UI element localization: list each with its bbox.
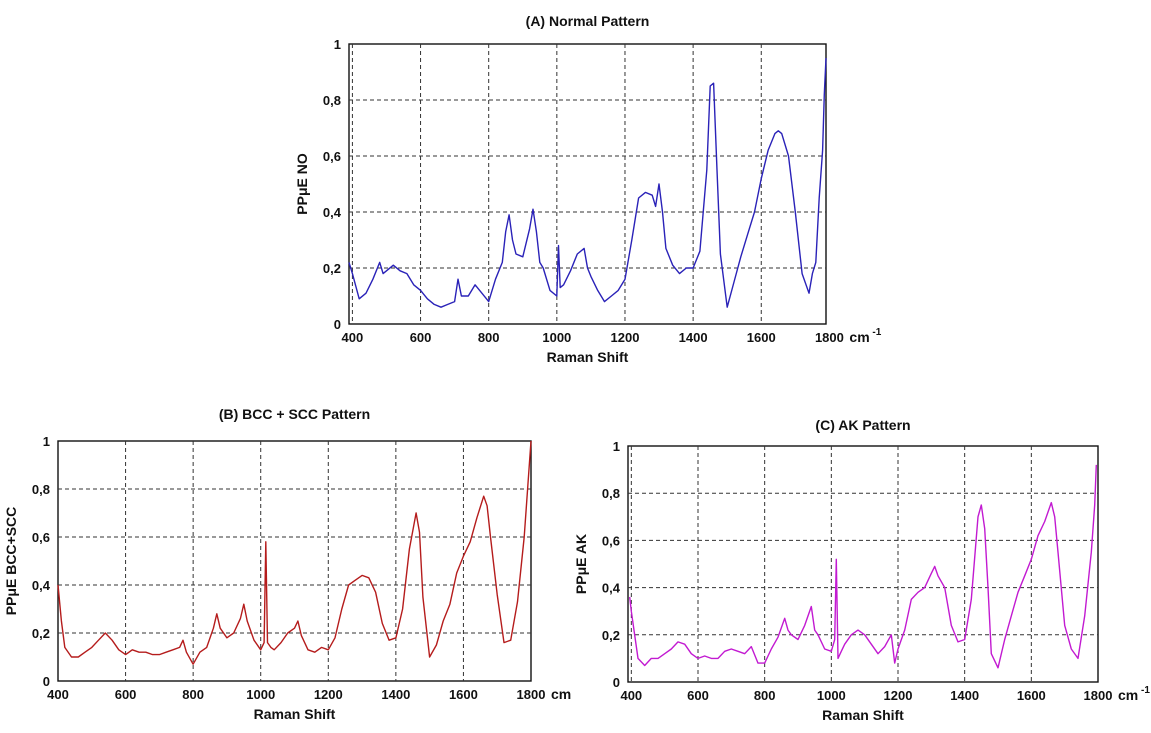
x-tick-label: 400 xyxy=(342,330,364,345)
x-unit-exponent: -1 xyxy=(1141,685,1150,696)
x-unit-label: cm xyxy=(849,329,869,345)
x-unit-label: cm xyxy=(1118,687,1138,703)
x-unit-label: cm xyxy=(551,686,571,702)
x-tick-label: 600 xyxy=(687,688,709,703)
x-tick-label: 1800 xyxy=(1084,688,1113,703)
spectrum-line xyxy=(629,464,1097,669)
y-tick-label: 0,4 xyxy=(32,578,51,593)
x-tick-label: 800 xyxy=(754,688,776,703)
x-tick-label: 1000 xyxy=(542,330,571,345)
x-tick-label: 1600 xyxy=(747,330,776,345)
y-tick-label: 0,6 xyxy=(32,530,50,545)
x-tick-label: 1200 xyxy=(611,330,640,345)
x-tick-label: 1600 xyxy=(449,687,478,702)
y-tick-label: 0 xyxy=(613,675,620,690)
y-tick-label: 0,4 xyxy=(323,205,342,220)
y-axis-label: PPμE AK xyxy=(573,534,589,594)
spectrum-line xyxy=(348,57,827,308)
x-tick-label: 1800 xyxy=(517,687,546,702)
plot-area xyxy=(627,445,1099,683)
x-tick-label: 1200 xyxy=(314,687,343,702)
y-axis-label: PPμE NO xyxy=(294,153,310,215)
y-tick-label: 0,2 xyxy=(602,628,620,643)
x-tick-label: 1400 xyxy=(679,330,708,345)
x-tick-label: 1200 xyxy=(884,688,913,703)
x-unit-exponent: -1 xyxy=(872,327,881,338)
y-tick-label: 0,8 xyxy=(32,482,50,497)
x-tick-label: 1600 xyxy=(1017,688,1046,703)
x-tick-label: 1400 xyxy=(381,687,410,702)
y-axis-label: PPμE BCC+SCC xyxy=(3,507,19,616)
y-tick-label: 1 xyxy=(43,434,50,449)
y-tick-label: 0,8 xyxy=(323,93,341,108)
plot-area xyxy=(348,43,827,325)
x-axis-label: Raman Shift xyxy=(254,706,336,722)
y-tick-label: 0,8 xyxy=(602,486,620,501)
chart-title: (C) AK Pattern xyxy=(815,417,910,433)
x-tick-label: 800 xyxy=(182,687,204,702)
x-tick-label: 1400 xyxy=(950,688,979,703)
y-tick-label: 0,6 xyxy=(323,149,341,164)
y-tick-label: 0,2 xyxy=(323,261,341,276)
x-tick-label: 600 xyxy=(410,330,432,345)
x-axis-label: Raman Shift xyxy=(547,349,629,365)
y-tick-label: 0 xyxy=(43,674,50,689)
plot-area xyxy=(57,440,532,682)
x-tick-label: 1000 xyxy=(246,687,275,702)
chart-title: (B) BCC + SCC Pattern xyxy=(219,406,370,422)
x-tick-label: 1800 xyxy=(815,330,844,345)
chart-title: (A) Normal Pattern xyxy=(526,13,650,29)
y-tick-label: 0,6 xyxy=(602,533,620,548)
y-tick-label: 0 xyxy=(334,317,341,332)
y-tick-label: 1 xyxy=(334,37,341,52)
spectrum-line xyxy=(57,440,532,665)
y-tick-label: 1 xyxy=(613,439,620,454)
x-tick-label: 800 xyxy=(478,330,500,345)
y-tick-label: 0,4 xyxy=(602,581,621,596)
x-tick-label: 400 xyxy=(620,688,642,703)
x-tick-label: 1000 xyxy=(817,688,846,703)
x-tick-label: 600 xyxy=(115,687,137,702)
x-tick-label: 400 xyxy=(47,687,69,702)
x-axis-label: Raman Shift xyxy=(822,707,904,723)
y-tick-label: 0,2 xyxy=(32,626,50,641)
